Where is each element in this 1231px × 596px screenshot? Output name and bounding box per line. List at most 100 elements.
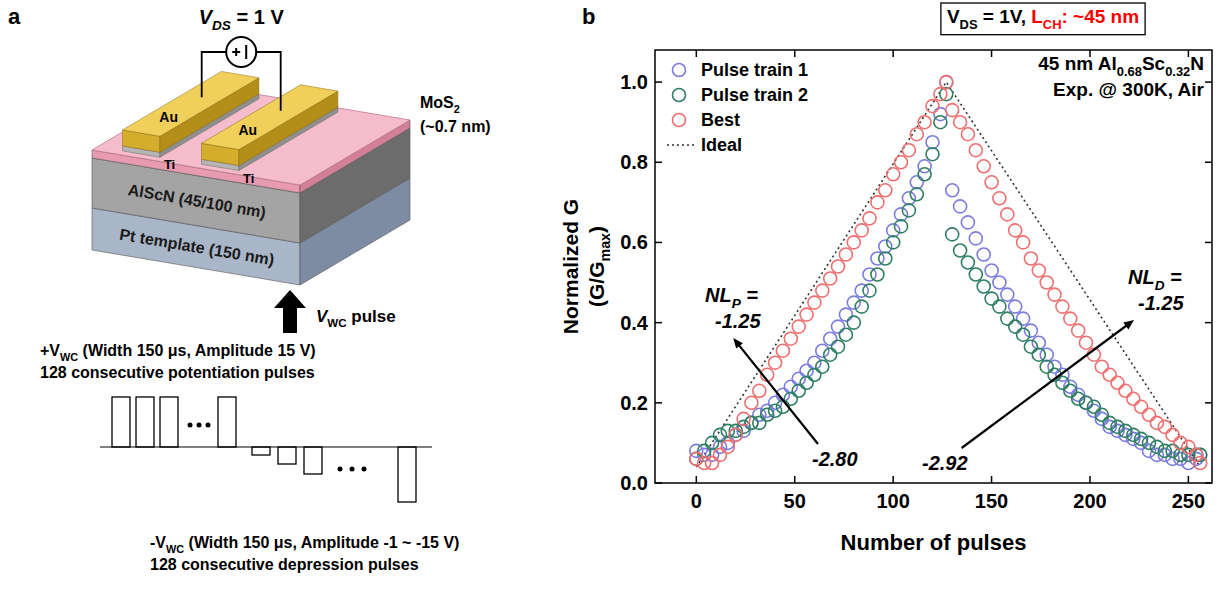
y-tick bbox=[655, 81, 662, 83]
y-tick-label: 0.6 bbox=[620, 231, 648, 253]
pulse bbox=[304, 447, 322, 474]
data-point bbox=[940, 76, 953, 89]
data-point bbox=[1009, 300, 1022, 313]
ellipsis bbox=[197, 423, 202, 428]
channel-label: MoS2 bbox=[420, 94, 460, 115]
data-point bbox=[910, 188, 923, 201]
legend: Pulse train 1Pulse train 2BestIdeal bbox=[667, 60, 808, 155]
text-run: -1.25 bbox=[1138, 292, 1184, 314]
data-point bbox=[902, 144, 915, 157]
layer-label: Pt template (150 nm) bbox=[118, 226, 275, 269]
text-run: -2.92 bbox=[922, 452, 968, 474]
text-run: +V bbox=[40, 342, 60, 359]
source bbox=[235, 48, 237, 56]
y-tick bbox=[1205, 162, 1212, 164]
data-point bbox=[887, 168, 900, 181]
x-tick-label: 250 bbox=[1172, 490, 1205, 512]
data-point bbox=[977, 280, 990, 293]
text-run: D bbox=[1155, 278, 1165, 293]
annotation-arrow bbox=[733, 338, 818, 444]
data-point bbox=[1072, 324, 1085, 337]
layer-label: AlScN (45/100 nm) bbox=[127, 181, 267, 221]
label-patch bbox=[809, 446, 861, 472]
data-point bbox=[1080, 336, 1093, 349]
annotation-text: NLD = bbox=[1128, 266, 1182, 293]
label-patch bbox=[1125, 264, 1187, 316]
data-point bbox=[753, 384, 766, 397]
text-run: = bbox=[741, 284, 759, 306]
y-axis-title: (G/Gmax) bbox=[585, 226, 613, 307]
source bbox=[226, 37, 256, 67]
text-run: 0.68 bbox=[1117, 64, 1142, 79]
ellipsis bbox=[350, 467, 355, 472]
x-tick bbox=[794, 50, 796, 57]
x-tick bbox=[696, 50, 698, 57]
data-point bbox=[985, 264, 998, 277]
data-point bbox=[946, 228, 959, 241]
data-point bbox=[954, 200, 967, 213]
y-tick bbox=[1205, 242, 1212, 244]
y-tick-label: 0.2 bbox=[620, 392, 648, 414]
mos2-surface bbox=[92, 85, 410, 185]
wire bbox=[256, 52, 281, 111]
label-patch bbox=[919, 450, 971, 476]
data-point bbox=[961, 128, 974, 141]
x-tick bbox=[1188, 50, 1190, 57]
arrow-line bbox=[962, 325, 1127, 448]
annotation-text: -2.92 bbox=[922, 452, 968, 474]
text-run: pulse bbox=[347, 307, 396, 326]
channel-label: (~0.7 nm) bbox=[420, 118, 491, 135]
data-point bbox=[816, 284, 829, 297]
data-point bbox=[954, 244, 967, 257]
x-tick bbox=[892, 50, 894, 57]
legend-label: Pulse train 1 bbox=[701, 60, 808, 80]
x-tick-label: 100 bbox=[876, 490, 909, 512]
text-run: Normalized G bbox=[559, 199, 582, 334]
info-text: 45 nm Al0.68Sc0.32N bbox=[1038, 53, 1204, 79]
text-run: = 1 V bbox=[231, 6, 284, 28]
pulse-description: 128 consecutive potentiation pulses bbox=[40, 364, 315, 381]
annotation-text: -2.80 bbox=[812, 448, 858, 470]
arrow-head bbox=[733, 338, 743, 349]
data-point bbox=[1056, 300, 1069, 313]
legend-swatch bbox=[673, 89, 686, 102]
data-point bbox=[879, 184, 892, 197]
data-point bbox=[969, 144, 982, 157]
data-point bbox=[745, 396, 758, 409]
text-run: -1.25 bbox=[715, 310, 761, 332]
text-run: NL bbox=[705, 284, 732, 306]
legend-swatch bbox=[667, 144, 695, 146]
x-tick bbox=[991, 50, 993, 57]
data-point bbox=[887, 236, 900, 249]
electrode-label: Au bbox=[159, 109, 178, 125]
arrow bbox=[274, 290, 306, 333]
panel-a: a AlScN (45/100 nm) Pt template (150 nm) Au… bbox=[8, 4, 491, 573]
text-run: DS bbox=[960, 17, 978, 32]
ellipsis bbox=[188, 423, 193, 428]
text-run: NL bbox=[1128, 266, 1155, 288]
y-tick bbox=[1205, 81, 1212, 83]
panel-b: bVDS = 1V, LCH: ~45 nm0501001502002500.0… bbox=[559, 3, 1212, 555]
ellipsis bbox=[206, 423, 211, 428]
data-point bbox=[902, 204, 915, 217]
label-patch bbox=[702, 282, 764, 334]
text-run: 128 consecutive depression pulses bbox=[150, 556, 419, 573]
text-run: -V bbox=[150, 534, 166, 551]
data-point bbox=[776, 344, 789, 357]
pulse bbox=[398, 447, 416, 502]
y-tick bbox=[655, 242, 662, 244]
data-point bbox=[918, 168, 931, 181]
data-point bbox=[1048, 288, 1061, 301]
text-run: = bbox=[1165, 266, 1183, 288]
panel-letter: a bbox=[8, 4, 21, 29]
data-point bbox=[839, 328, 852, 341]
data-point bbox=[855, 300, 868, 313]
data-point bbox=[993, 300, 1006, 313]
text-run: = 1V, bbox=[978, 6, 1032, 27]
data-point bbox=[934, 88, 947, 101]
x-tick bbox=[794, 476, 796, 483]
data-point bbox=[792, 320, 805, 333]
pulse bbox=[278, 447, 296, 464]
pulse-description: 128 consecutive depression pulses bbox=[150, 556, 419, 573]
data-point bbox=[1001, 288, 1014, 301]
